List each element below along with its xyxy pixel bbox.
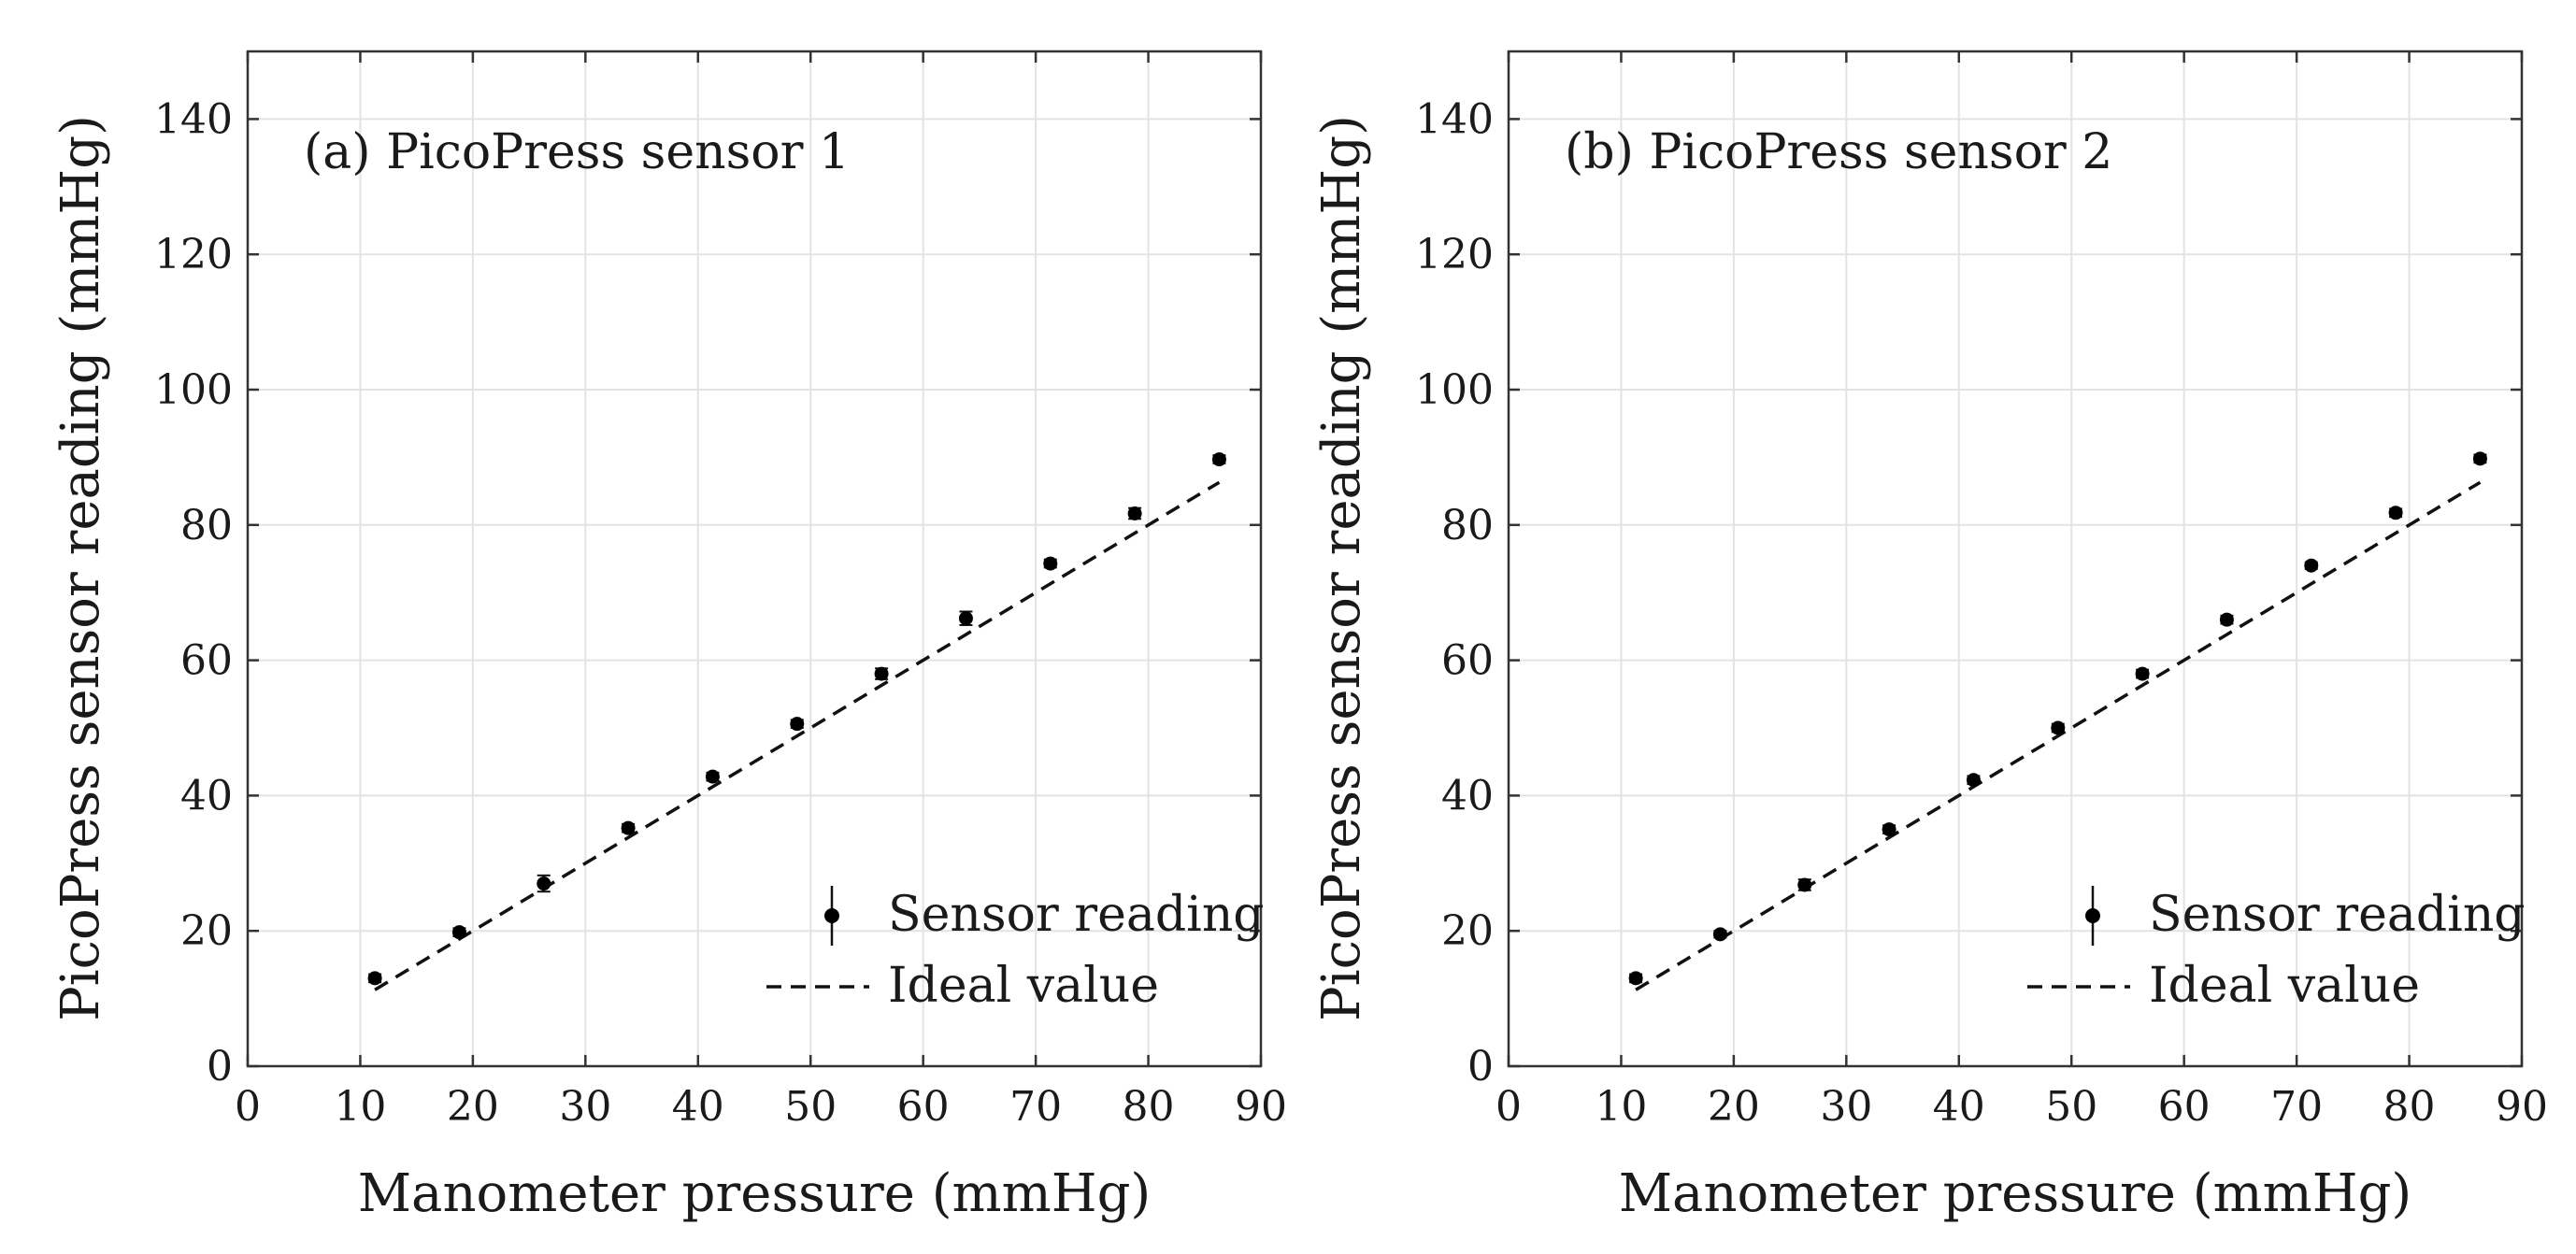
x-tick-label: 70 xyxy=(1009,1083,1062,1131)
sensor-reading-point xyxy=(367,971,382,986)
x-tick-label: 50 xyxy=(784,1083,837,1131)
y-tick-label: 120 xyxy=(1415,231,1494,278)
y-tick-label: 0 xyxy=(1467,1043,1494,1090)
x-tick-label: 20 xyxy=(447,1083,499,1131)
sensor-reading-point xyxy=(1797,877,1812,892)
ideal-value-line xyxy=(1635,480,2482,991)
y-tick-label: 60 xyxy=(180,637,233,685)
sensor-reading-point xyxy=(1043,556,1058,571)
x-tick-label: 10 xyxy=(334,1083,386,1131)
x-axis-title: Manometer pressure (mmHg) xyxy=(358,1163,1152,1224)
legend-label-ideal-value: Ideal value xyxy=(888,958,1159,1014)
x-tick-label: 30 xyxy=(1820,1083,1872,1131)
y-axis-title: PicoPress sensor reading (mmHg) xyxy=(50,115,111,1021)
y-tick-label: 100 xyxy=(154,366,233,414)
legend: Sensor reading Ideal value xyxy=(766,886,1265,1014)
x-tick-label: 80 xyxy=(1123,1083,1175,1131)
x-tick-label: 40 xyxy=(1933,1083,1985,1131)
y-tick-label: 140 xyxy=(154,95,233,143)
y-tick-label: 60 xyxy=(1441,637,1494,685)
sensor-reading-point xyxy=(1712,927,1727,942)
y-tick-label: 80 xyxy=(1441,502,1494,549)
x-tick-label: 90 xyxy=(1235,1083,1287,1131)
x-tick-label: 0 xyxy=(235,1083,261,1131)
sensor-reading-point xyxy=(2304,558,2319,573)
sensor-reading-point xyxy=(1966,773,1981,788)
sensor-reading-point xyxy=(1127,506,1142,520)
sensor-reading-point xyxy=(705,769,720,784)
y-tick-label: 120 xyxy=(154,231,233,278)
x-tick-label: 90 xyxy=(2496,1083,2548,1131)
x-tick-label: 10 xyxy=(1595,1083,1647,1131)
chart-panel-a: 0 10 20 30 40 50 60 70 80 90 0 20 40 60 80 100 120 140 Man… xyxy=(50,50,1287,1224)
sensor-reading-point xyxy=(451,925,466,940)
ideal-value-line xyxy=(374,480,1221,991)
y-tick-label: 0 xyxy=(207,1043,233,1090)
legend-label-sensor-reading: Sensor reading xyxy=(2149,887,2526,943)
sensor-reading-point xyxy=(790,717,805,732)
panel-title: (b) PicoPress sensor 2 xyxy=(1565,124,2112,180)
sensor-reading-point xyxy=(621,820,636,835)
y-tick-label: 20 xyxy=(1441,907,1494,955)
legend: Sensor reading Ideal value xyxy=(2027,886,2526,1014)
x-tick-label: 50 xyxy=(2045,1083,2097,1131)
legend-point-marker xyxy=(824,908,839,923)
x-tick-label: 40 xyxy=(672,1083,724,1131)
x-axis-title: Manometer pressure (mmHg) xyxy=(1619,1163,2412,1224)
sensor-reading-point xyxy=(2472,451,2487,466)
y-tick-label: 140 xyxy=(1415,95,1494,143)
x-tick-label: 80 xyxy=(2383,1083,2436,1131)
y-tick-label: 20 xyxy=(180,907,233,955)
y-tick-label: 40 xyxy=(1441,772,1494,819)
chart-panel-b: 0 10 20 30 40 50 60 70 80 90 0 20 40 60 80 100 120 140 Man… xyxy=(1311,50,2548,1224)
sensor-reading-point xyxy=(2135,666,2150,681)
x-tick-label: 20 xyxy=(1708,1083,1760,1131)
axes-frame xyxy=(1507,50,2524,1068)
y-tick-label: 100 xyxy=(1415,366,1494,414)
sensor-reading-point xyxy=(1882,822,1896,837)
sensor-reading-point xyxy=(2219,612,2234,627)
panel-title: (a) PicoPress sensor 1 xyxy=(304,124,850,180)
x-tick-label: 0 xyxy=(1496,1083,1522,1131)
legend-label-sensor-reading: Sensor reading xyxy=(888,887,1265,943)
sensor-reading-point xyxy=(2388,506,2403,520)
sensor-reading-point xyxy=(537,876,551,891)
axes-frame xyxy=(246,50,1263,1068)
legend-point-marker xyxy=(2085,908,2100,923)
legend-label-ideal-value: Ideal value xyxy=(2149,958,2420,1014)
sensor-reading-point xyxy=(1211,452,1226,467)
sensor-reading-point xyxy=(958,611,973,626)
x-tick-label: 60 xyxy=(897,1083,950,1131)
sensor-reading-point xyxy=(874,666,889,681)
x-tick-label: 60 xyxy=(2158,1083,2211,1131)
y-tick-label: 40 xyxy=(180,772,233,819)
sensor-reading-point xyxy=(1628,971,1643,986)
x-tick-label: 70 xyxy=(2270,1083,2323,1131)
sensor-reading-point xyxy=(2051,720,2066,735)
x-tick-label: 30 xyxy=(559,1083,611,1131)
y-tick-label: 80 xyxy=(180,502,233,549)
y-axis-title: PicoPress sensor reading (mmHg) xyxy=(1311,115,1372,1021)
